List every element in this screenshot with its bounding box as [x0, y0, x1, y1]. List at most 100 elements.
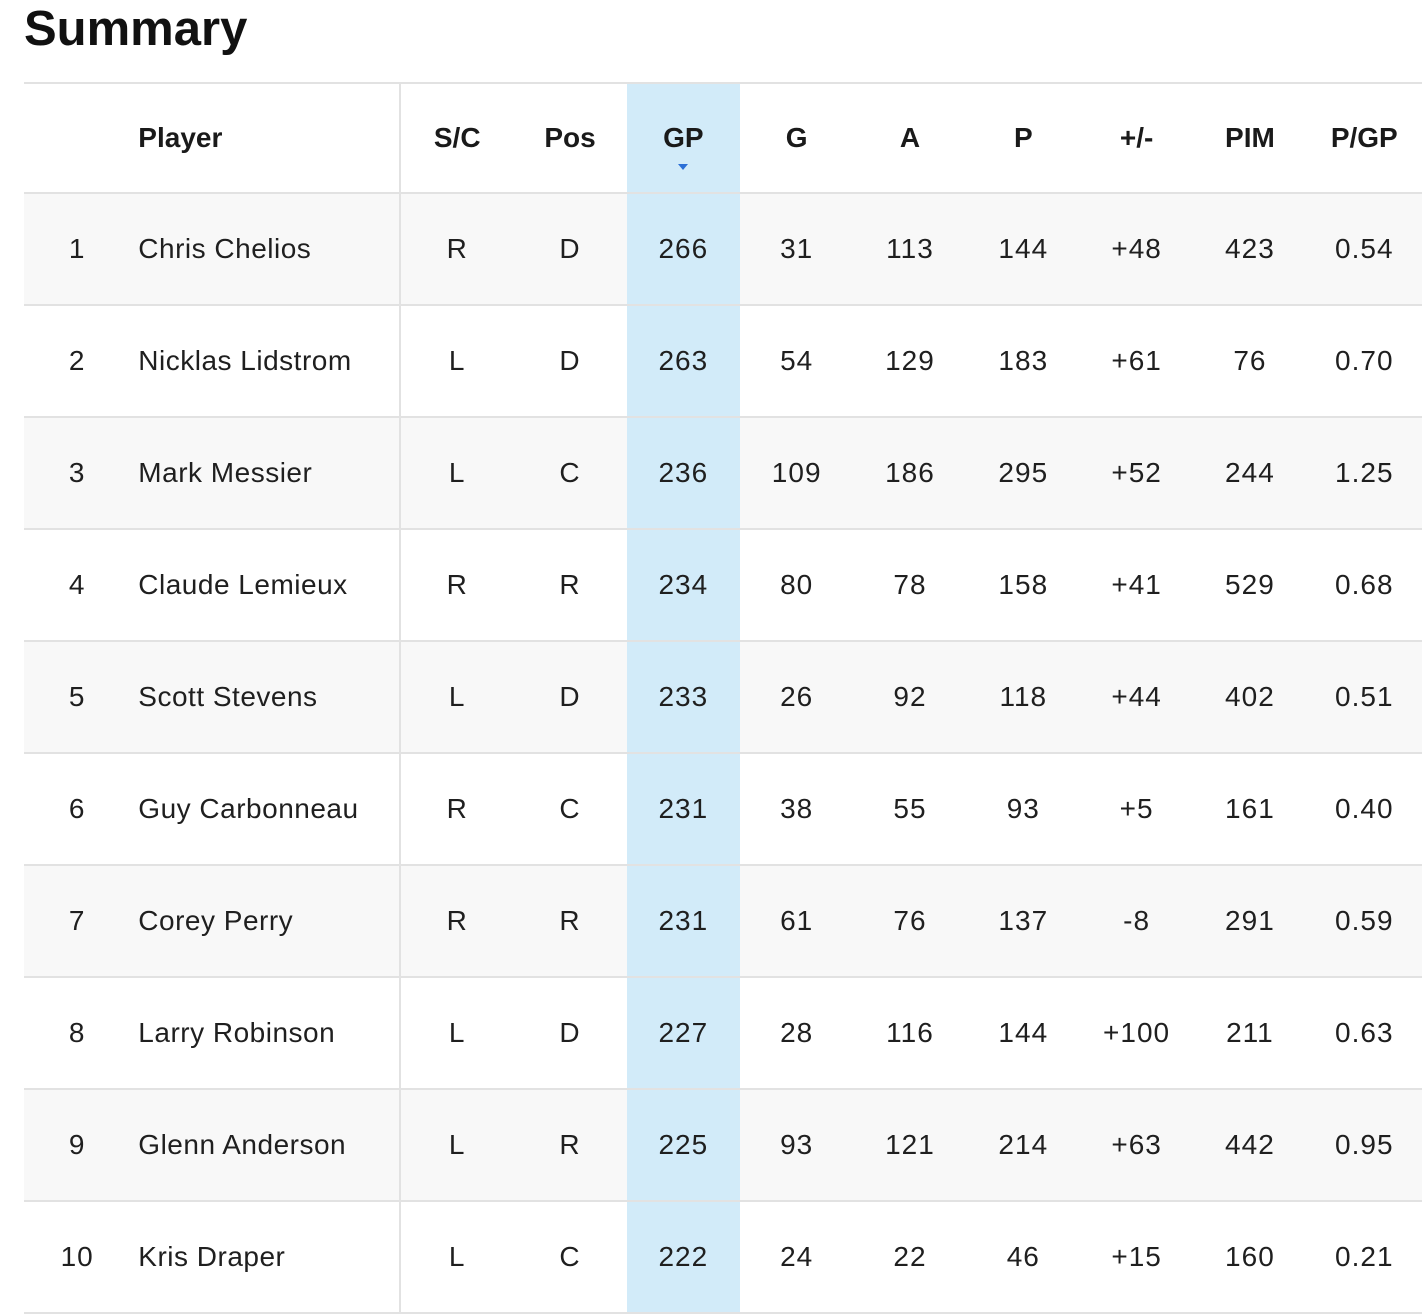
column-header-sc[interactable]: S/C	[400, 82, 514, 194]
cell-g: 93	[740, 1089, 854, 1202]
cell-pim: 423	[1193, 193, 1307, 306]
cell-p: 144	[966, 977, 1080, 1090]
cell-pm: +15	[1079, 1201, 1194, 1314]
cell-p: 295	[966, 417, 1080, 530]
table-row: 10 Kris Draper L C 222 24 22 46 +15 160 0.21	[24, 1201, 1422, 1314]
cell-player: Claude Lemieux	[130, 529, 402, 642]
summary-table: Player S/C Pos GP G A P +/- PIM P/GP 1 Ch…	[24, 82, 1422, 1314]
cell-pim: 442	[1193, 1089, 1307, 1202]
cell-player: Glenn Anderson	[130, 1089, 402, 1202]
cell-g: 109	[740, 417, 854, 530]
cell-pm: +61	[1079, 305, 1194, 418]
column-header-label: S/C	[433, 122, 481, 153]
cell-pgp: 0.63	[1306, 977, 1422, 1090]
cell-player: Kris Draper	[130, 1201, 402, 1314]
cell-p: 137	[966, 865, 1080, 978]
cell-a: 55	[853, 753, 967, 866]
cell-pgp: 0.54	[1306, 193, 1422, 306]
cell-pos: R	[513, 1089, 627, 1202]
column-header-g[interactable]: G	[740, 82, 854, 194]
cell-rank: 5	[24, 641, 131, 754]
cell-gp: 266	[626, 193, 740, 306]
cell-a: 129	[853, 305, 967, 418]
column-header-a[interactable]: A	[853, 82, 967, 194]
cell-p: 214	[966, 1089, 1080, 1202]
summary-table-container: Player S/C Pos GP G A P +/- PIM P/GP 1 Ch…	[24, 82, 1422, 1314]
cell-g: 26	[740, 641, 854, 754]
table-body: 1 Chris Chelios R D 266 31 113 144 +48 423 0.54 2 Ni…	[24, 193, 1422, 1314]
cell-pm: -8	[1079, 865, 1194, 978]
column-header-p[interactable]: P	[966, 82, 1080, 194]
cell-p: 118	[966, 641, 1080, 754]
cell-player: Corey Perry	[130, 865, 402, 978]
cell-pos: D	[513, 193, 627, 306]
cell-pos: C	[513, 753, 627, 866]
cell-p: 158	[966, 529, 1080, 642]
cell-g: 31	[740, 193, 854, 306]
cell-player: Mark Messier	[130, 417, 402, 530]
cell-pgp: 1.25	[1306, 417, 1422, 530]
column-header-player[interactable]: Player	[130, 82, 402, 194]
column-header-pim[interactable]: PIM	[1193, 82, 1307, 194]
column-header-gp[interactable]: GP	[626, 82, 740, 194]
cell-pim: 211	[1193, 977, 1307, 1090]
cell-sc: L	[400, 1201, 514, 1314]
column-header-pgp[interactable]: P/GP	[1306, 82, 1422, 194]
cell-player: Nicklas Lidstrom	[130, 305, 402, 418]
cell-a: 121	[853, 1089, 967, 1202]
cell-gp: 231	[626, 865, 740, 978]
cell-pm: +48	[1079, 193, 1194, 306]
column-header-pos[interactable]: Pos	[513, 82, 627, 194]
cell-gp: 263	[626, 305, 740, 418]
cell-pgp: 0.95	[1306, 1089, 1422, 1202]
cell-a: 186	[853, 417, 967, 530]
cell-rank: 9	[24, 1089, 131, 1202]
cell-rank: 10	[24, 1201, 131, 1314]
cell-sc: R	[400, 865, 514, 978]
cell-a: 92	[853, 641, 967, 754]
cell-player: Guy Carbonneau	[130, 753, 402, 866]
cell-sc: R	[400, 753, 514, 866]
cell-g: 38	[740, 753, 854, 866]
cell-pim: 161	[1193, 753, 1307, 866]
cell-pim: 244	[1193, 417, 1307, 530]
column-header-rank	[24, 82, 131, 194]
column-header-label: GP	[663, 122, 704, 153]
cell-pgp: 0.68	[1306, 529, 1422, 642]
cell-sc: R	[400, 529, 514, 642]
cell-sc: L	[400, 977, 514, 1090]
table-row: 5 Scott Stevens L D 233 26 92 118 +44 402 0.51	[24, 641, 1422, 754]
cell-gp: 225	[626, 1089, 740, 1202]
cell-rank: 4	[24, 529, 131, 642]
cell-pm: +100	[1079, 977, 1194, 1090]
cell-player: Larry Robinson	[130, 977, 402, 1090]
cell-rank: 3	[24, 417, 131, 530]
cell-pos: C	[513, 417, 627, 530]
table-row: 8 Larry Robinson L D 227 28 116 144 +100 211 0.63	[24, 977, 1422, 1090]
cell-g: 28	[740, 977, 854, 1090]
cell-sc: L	[400, 641, 514, 754]
cell-sc: R	[400, 193, 514, 306]
table-row: 3 Mark Messier L C 236 109 186 295 +52 244 1.25	[24, 417, 1422, 530]
cell-player: Chris Chelios	[130, 193, 402, 306]
cell-sc: L	[400, 305, 514, 418]
cell-rank: 7	[24, 865, 131, 978]
cell-p: 183	[966, 305, 1080, 418]
cell-player: Scott Stevens	[130, 641, 402, 754]
cell-pm: +44	[1079, 641, 1194, 754]
cell-a: 78	[853, 529, 967, 642]
column-header-plus-minus[interactable]: +/-	[1079, 82, 1194, 194]
cell-a: 116	[853, 977, 967, 1090]
page-title: Summary	[24, 2, 248, 56]
cell-g: 54	[740, 305, 854, 418]
column-header-label: Player	[138, 122, 223, 153]
cell-g: 61	[740, 865, 854, 978]
table-row: 4 Claude Lemieux R R 234 80 78 158 +41 529 0.68	[24, 529, 1422, 642]
cell-pm: +63	[1079, 1089, 1194, 1202]
table-row: 7 Corey Perry R R 231 61 76 137 -8 291 0.59	[24, 865, 1422, 978]
cell-a: 113	[853, 193, 967, 306]
cell-a: 76	[853, 865, 967, 978]
cell-rank: 6	[24, 753, 131, 866]
cell-p: 46	[966, 1201, 1080, 1314]
cell-pm: +52	[1079, 417, 1194, 530]
